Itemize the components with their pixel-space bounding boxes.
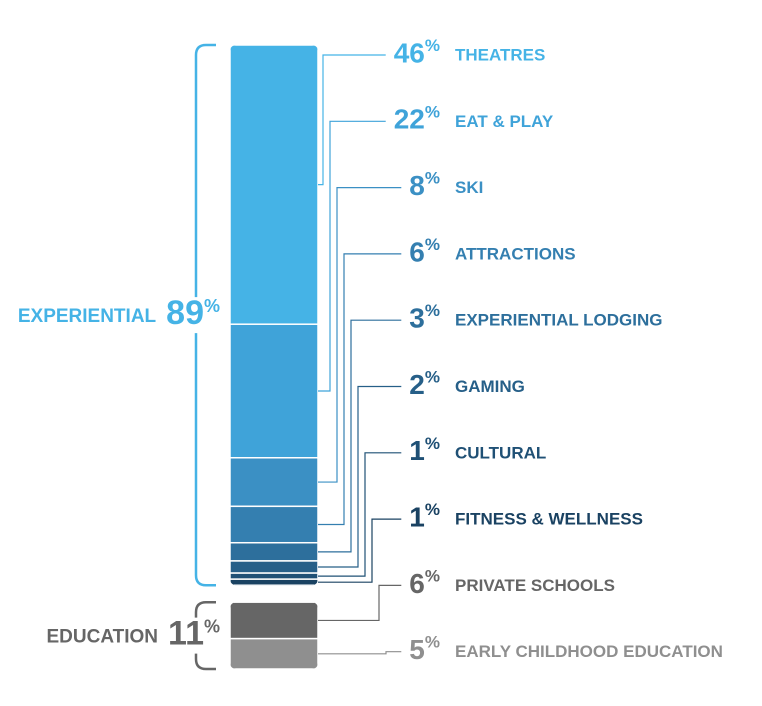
segment [230,323,318,459]
category-label: FITNESS & WELLNESS [455,510,643,529]
connector [318,385,402,568]
segment [230,572,318,580]
value-label: 6% [409,567,440,599]
connector [318,584,402,622]
value-label: 8% [409,169,440,201]
group-value: 89% [166,294,220,332]
category-label: CULTURAL [455,443,546,462]
connector [318,187,402,483]
bracket-gap [188,617,204,654]
value-label: 6% [409,235,440,267]
category-label: THEATRES [455,45,545,64]
segment [230,602,318,640]
group-name: EXPERIENTIAL [18,306,157,327]
bar-group [230,602,318,669]
value-label: 22% [394,103,440,135]
segment [230,541,318,562]
value-label: 3% [409,302,440,334]
connector [318,54,386,186]
category-label: SKI [455,178,483,197]
category-label: GAMING [455,377,525,396]
category-label: EXPERIENTIAL LODGING [455,311,663,330]
value-label: 2% [409,368,440,400]
category-label: EAT & PLAY [455,112,554,131]
connector [318,518,402,583]
value-label: 1% [409,501,440,533]
value-label: 46% [394,36,440,68]
connector [318,253,402,526]
value-label: 5% [409,633,440,665]
category-label: PRIVATE SCHOOLS [455,576,615,595]
connector [318,651,402,655]
bar-group [230,45,318,586]
group-value: 11% [168,615,220,653]
segment [230,560,318,574]
segment [230,505,318,544]
segment [230,457,318,508]
group-name: EDUCATION [46,627,158,648]
segment [230,578,318,586]
connector [318,319,402,553]
category-label: ATTRACTIONS [455,244,576,263]
connector [318,452,402,577]
bracket-gap [188,297,204,334]
connector [318,120,386,392]
segment [230,45,318,325]
value-label: 1% [409,434,440,466]
segment [230,637,318,669]
category-label: EARLY CHILDHOOD EDUCATION [455,642,723,661]
